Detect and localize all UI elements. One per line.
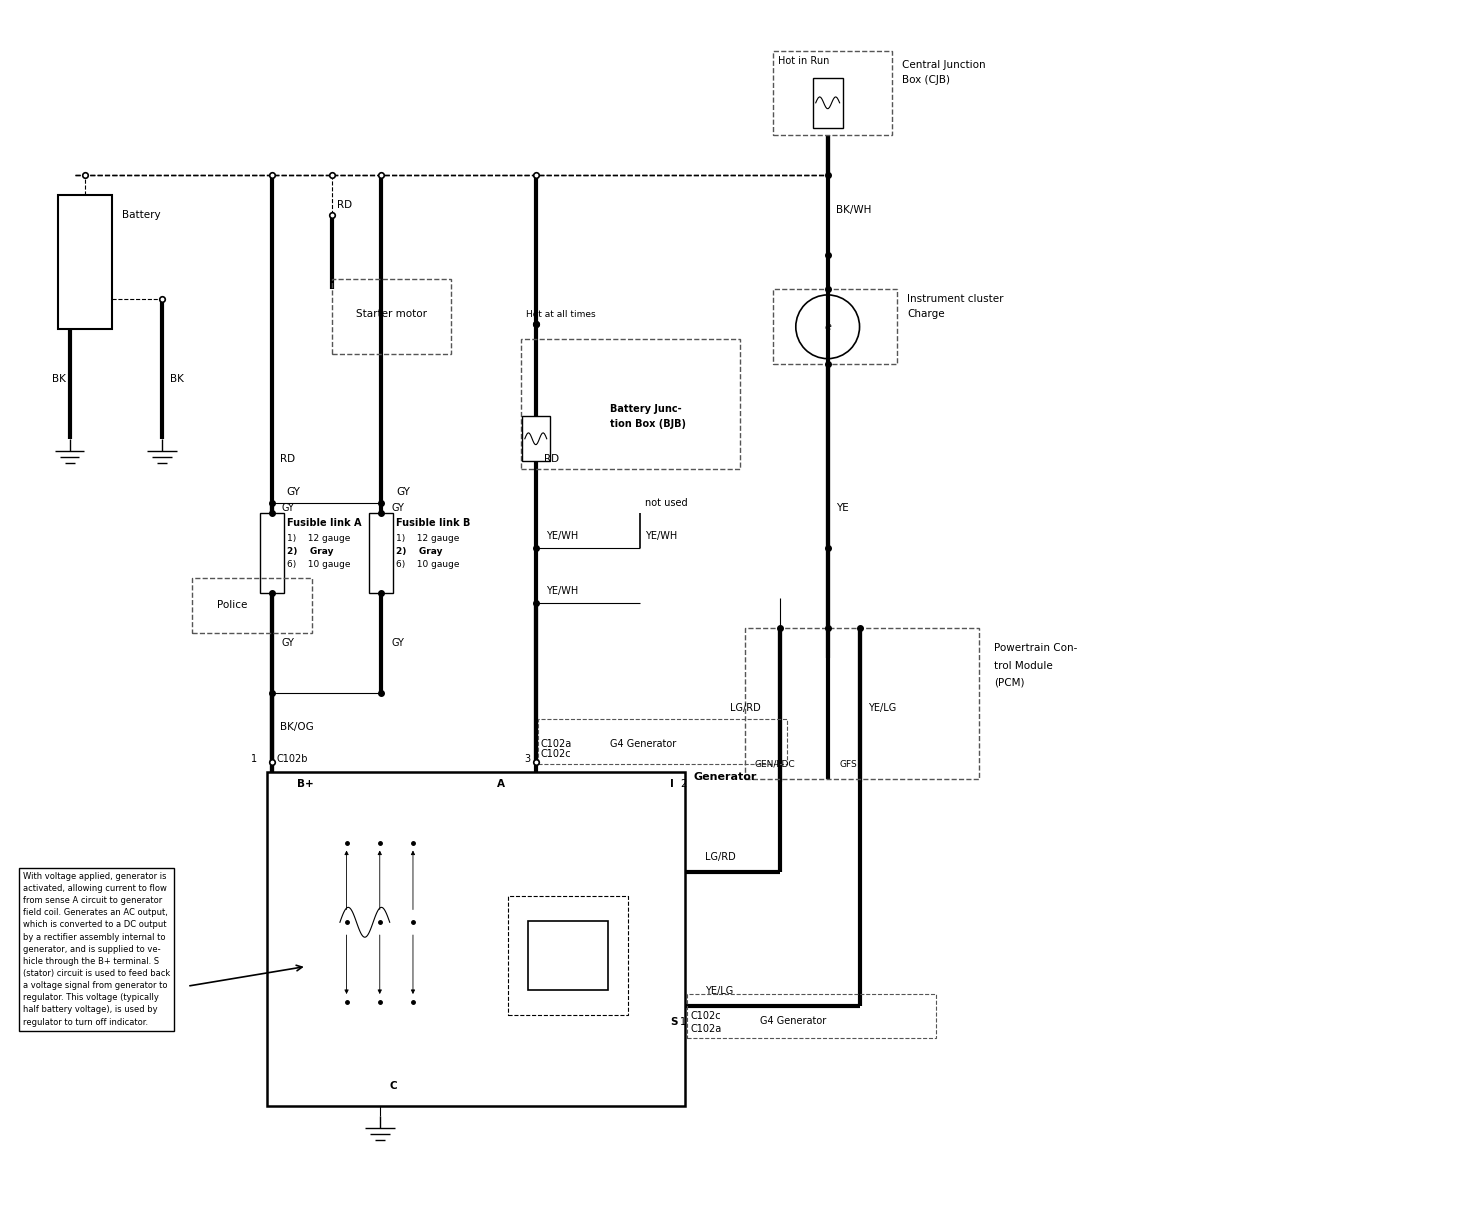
Text: I: I bbox=[671, 779, 674, 789]
Text: Central Junction: Central Junction bbox=[902, 60, 985, 70]
Text: C102b: C102b bbox=[276, 754, 309, 765]
Text: not used: not used bbox=[646, 499, 689, 509]
Text: YE/WH: YE/WH bbox=[646, 532, 678, 541]
Text: Charge: Charge bbox=[907, 309, 945, 319]
Text: G4 Generator: G4 Generator bbox=[610, 739, 677, 749]
Text: GY: GY bbox=[282, 638, 295, 647]
Text: GY: GY bbox=[282, 504, 295, 513]
Text: trol Module: trol Module bbox=[994, 661, 1052, 670]
Text: RD: RD bbox=[543, 454, 559, 464]
Bar bbox=[813, 79, 843, 128]
Bar bbox=[58, 194, 113, 330]
Text: 6)    10 gauge: 6) 10 gauge bbox=[396, 559, 460, 569]
Text: B+: B+ bbox=[297, 779, 313, 789]
Text: C102c: C102c bbox=[690, 1011, 721, 1021]
Text: YE/LG: YE/LG bbox=[705, 986, 733, 995]
Text: With voltage applied, generator is
activated, allowing current to flow
from sens: With voltage applied, generator is activ… bbox=[22, 872, 171, 1027]
Bar bbox=[522, 417, 549, 461]
Bar bbox=[773, 290, 898, 364]
Text: 2: 2 bbox=[680, 779, 687, 789]
Text: LG/RD: LG/RD bbox=[705, 853, 736, 863]
Bar bbox=[370, 513, 393, 593]
Text: tion Box (BJB): tion Box (BJB) bbox=[610, 419, 687, 429]
Text: Instrument cluster: Instrument cluster bbox=[907, 295, 1003, 304]
Text: 1: 1 bbox=[680, 1017, 687, 1027]
Text: GEN/FDC: GEN/FDC bbox=[755, 760, 795, 768]
Text: YE/WH: YE/WH bbox=[546, 586, 577, 596]
Bar bbox=[509, 896, 628, 1016]
Text: GY: GY bbox=[396, 487, 410, 496]
Text: C102a: C102a bbox=[690, 1023, 721, 1034]
Bar bbox=[537, 720, 787, 765]
Text: YE: YE bbox=[835, 504, 849, 513]
Text: C: C bbox=[390, 1081, 398, 1091]
Text: A: A bbox=[497, 779, 505, 789]
Text: 2)    Gray: 2) Gray bbox=[396, 547, 442, 556]
Text: Police: Police bbox=[217, 600, 248, 610]
Text: 2)    Gray: 2) Gray bbox=[286, 547, 334, 556]
Text: Hot in Run: Hot in Run bbox=[778, 56, 830, 65]
Text: Generator: Generator bbox=[693, 772, 757, 783]
Text: C102a: C102a bbox=[540, 739, 571, 749]
Bar bbox=[745, 628, 979, 779]
Text: Battery: Battery bbox=[122, 210, 160, 220]
Bar bbox=[773, 51, 892, 135]
Text: 3: 3 bbox=[525, 754, 531, 765]
Text: 1)    12 gauge: 1) 12 gauge bbox=[396, 534, 460, 542]
Text: 1: 1 bbox=[251, 754, 257, 765]
Text: BK/OG: BK/OG bbox=[280, 722, 313, 732]
Text: 6)    10 gauge: 6) 10 gauge bbox=[286, 559, 350, 569]
Text: RD: RD bbox=[337, 199, 352, 210]
Text: BK: BK bbox=[52, 374, 65, 384]
Text: YE/LG: YE/LG bbox=[868, 703, 896, 713]
Text: (PCM): (PCM) bbox=[994, 678, 1024, 687]
Text: Fusible link B: Fusible link B bbox=[396, 518, 470, 528]
Text: C102c: C102c bbox=[540, 749, 571, 760]
Text: LG/RD: LG/RD bbox=[730, 703, 761, 713]
Text: GY: GY bbox=[286, 487, 301, 496]
Text: YE/WH: YE/WH bbox=[546, 532, 577, 541]
Bar bbox=[260, 513, 283, 593]
Text: Powertrain Con-: Powertrain Con- bbox=[994, 643, 1077, 652]
Bar bbox=[687, 994, 936, 1039]
Text: Fusible link A: Fusible link A bbox=[286, 518, 361, 528]
Text: GFS: GFS bbox=[840, 760, 858, 768]
Text: e: e bbox=[824, 321, 831, 332]
Bar bbox=[528, 920, 608, 991]
Text: Box (CJB): Box (CJB) bbox=[902, 75, 950, 86]
Text: Hot at all times: Hot at all times bbox=[525, 309, 595, 319]
Text: Starter motor: Starter motor bbox=[356, 309, 427, 319]
Text: Battery Junc-: Battery Junc- bbox=[610, 403, 683, 414]
Text: G4 Generator: G4 Generator bbox=[760, 1016, 827, 1026]
Bar bbox=[521, 339, 741, 469]
Text: 1)    12 gauge: 1) 12 gauge bbox=[286, 534, 350, 542]
Text: GY: GY bbox=[392, 504, 404, 513]
Text: BK/WH: BK/WH bbox=[835, 205, 871, 215]
Text: S: S bbox=[671, 1017, 678, 1027]
Text: BK: BK bbox=[171, 374, 184, 384]
Text: RD: RD bbox=[280, 454, 295, 464]
Bar bbox=[191, 579, 312, 633]
Bar bbox=[331, 279, 451, 354]
Text: GY: GY bbox=[392, 638, 404, 647]
Bar bbox=[267, 772, 686, 1105]
